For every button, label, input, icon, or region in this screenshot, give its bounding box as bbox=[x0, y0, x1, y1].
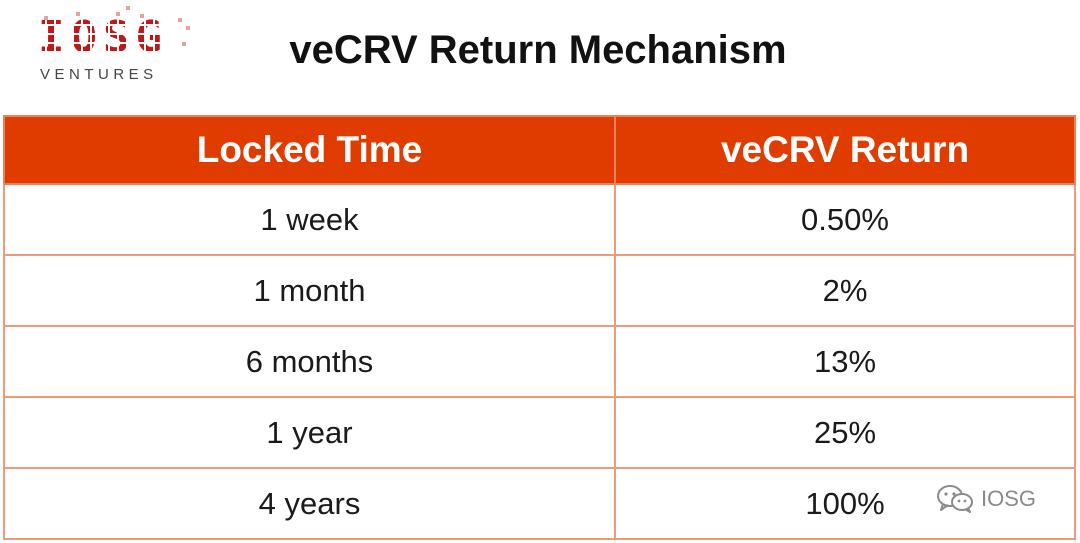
table-row: 1 month 2% bbox=[3, 254, 1076, 327]
logo-subtitle: VENTURES bbox=[40, 66, 158, 83]
return-cell: 0.50% bbox=[614, 183, 1076, 256]
locked-time-cell: 6 months bbox=[3, 325, 616, 398]
logo-mark: IOSG bbox=[38, 12, 168, 63]
wechat-icon bbox=[935, 484, 975, 514]
return-cell: 2% bbox=[614, 254, 1076, 327]
watermark-label: IOSG bbox=[981, 486, 1037, 511]
watermark: IOSG bbox=[935, 482, 1036, 516]
locked-time-cell: 4 years bbox=[3, 467, 616, 540]
locked-time-cell: 1 year bbox=[3, 396, 616, 469]
header-locked-time: Locked Time bbox=[3, 115, 616, 185]
table-header-row: Locked Time veCRV Return bbox=[3, 115, 1076, 185]
return-cell: 25% bbox=[614, 396, 1076, 469]
return-table: Locked Time veCRV Return 1 week 0.50% 1 … bbox=[3, 115, 1076, 540]
table-row: 6 months 13% bbox=[3, 325, 1076, 398]
locked-time-cell: 1 week bbox=[3, 183, 616, 256]
table-row: 1 week 0.50% bbox=[3, 183, 1076, 256]
header-vecrv-return: veCRV Return bbox=[614, 115, 1076, 185]
locked-time-cell: 1 month bbox=[3, 254, 616, 327]
page-title-text: veCRV Return Mechanism bbox=[289, 28, 787, 72]
table-row: 1 year 25% bbox=[3, 396, 1076, 469]
page-title: veCRV Return Mechanism bbox=[0, 28, 1080, 73]
return-cell: 100% bbox=[614, 467, 1076, 540]
table-row: 4 years 100% bbox=[3, 467, 1076, 540]
return-cell: 13% bbox=[614, 325, 1076, 398]
iosg-logo: IOSG VENTURES bbox=[38, 6, 190, 86]
